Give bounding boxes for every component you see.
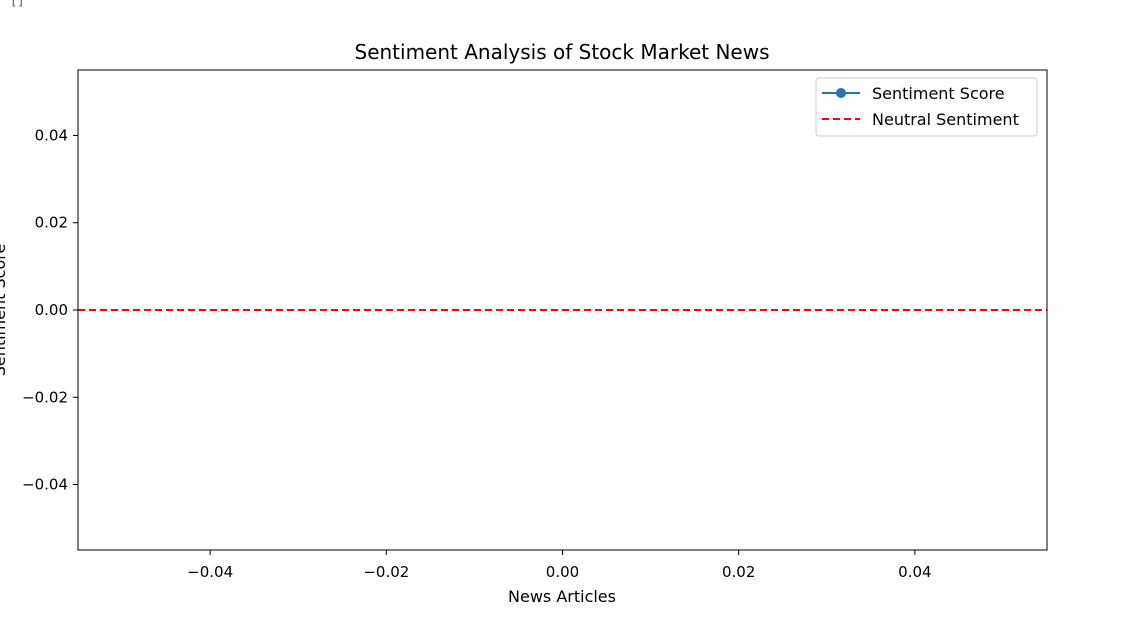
legend-frame [815,77,1038,137]
y-tick-label: −0.02 [22,388,68,406]
x-axis-ticks: −0.04 −0.02 0.00 0.02 0.04 [187,550,932,581]
cell-output-text: [] [10,0,25,8]
x-tick-label: −0.02 [363,563,409,581]
x-tick-label: 0.02 [722,563,755,581]
legend-label-sentiment-score: Sentiment Score [872,84,1005,103]
x-axis-label: News Articles [508,587,616,606]
y-tick-label: −0.04 [22,476,68,494]
y-tick-label: 0.02 [35,214,68,232]
x-tick-label: 0.04 [898,563,931,581]
legend-marker-sentiment-score [836,88,846,98]
y-axis-label: Sentiment Score [0,244,9,377]
chart-title: Sentiment Analysis of Stock Market News [355,40,770,64]
x-tick-label: 0.00 [546,563,579,581]
legend-label-neutral-sentiment: Neutral Sentiment [872,110,1019,129]
y-axis-ticks: 0.04 0.02 0.00 −0.02 −0.04 [22,126,78,494]
y-tick-label: 0.00 [35,301,68,319]
legend: Sentiment Score Neutral Sentiment [815,77,1038,137]
y-tick-label: 0.04 [35,126,68,144]
x-tick-label: −0.04 [187,563,233,581]
